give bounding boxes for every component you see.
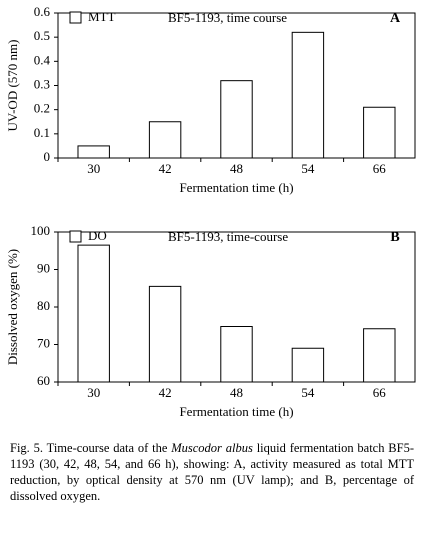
bar <box>291 347 325 383</box>
annotation: BF5-1193, time course <box>168 10 287 25</box>
legend-swatch <box>69 230 82 243</box>
legend-swatch <box>69 11 82 24</box>
figure: 0 0.1 0.2 0.3 0.4 0.5 0.6 UV-OD (570 nm) Ferment… <box>5 4 416 419</box>
x-tick-label: 66 <box>373 161 387 176</box>
y-tick-label: 0 <box>44 149 51 164</box>
x-axis-label: Fermentation time (h) <box>179 404 293 419</box>
x-axis-label: Fermentation time (h) <box>179 180 293 195</box>
y-tick-label: 60 <box>37 373 50 388</box>
caption: Fig. 5. Time-course data of the Muscodor… <box>10 440 414 504</box>
x-tick-label: 30 <box>87 385 100 400</box>
caption-species: Muscodor albus <box>171 441 253 455</box>
bar <box>220 326 253 383</box>
x-tick-label: 54 <box>301 161 315 176</box>
y-axis-label: UV-OD (570 nm) <box>5 40 20 132</box>
bar <box>363 328 396 383</box>
legend-label: MTT <box>88 9 116 24</box>
x-tick-label: 54 <box>301 385 315 400</box>
y-tick-label: 0.1 <box>34 125 50 140</box>
annotation: BF5-1193, time-course <box>168 229 288 244</box>
y-tick-label: 90 <box>37 260 50 275</box>
caption-label: Fig. 5. <box>10 441 44 455</box>
legend-label: DO <box>88 228 107 243</box>
panel-label: A <box>390 11 401 26</box>
y-axis-label: Dissolved oxygen (%) <box>5 249 20 365</box>
bar <box>77 145 110 159</box>
y-tick-label: 0.6 <box>34 4 51 19</box>
y-tick-label: 0.4 <box>34 52 51 67</box>
y-tick-label: 100 <box>31 223 51 238</box>
y-tick-label: 0.3 <box>34 76 50 91</box>
x-tick-label: 42 <box>159 385 172 400</box>
bar <box>291 31 325 159</box>
caption-text: Time-course data of the <box>46 441 168 455</box>
bar <box>363 106 396 159</box>
y-tick-label: 0.5 <box>34 28 50 43</box>
y-tick-label: 70 <box>37 335 50 350</box>
y-tick-label: 0.2 <box>34 101 50 116</box>
bar <box>220 80 253 159</box>
x-tick-label: 42 <box>159 161 172 176</box>
bar <box>148 121 182 159</box>
y-tick-label: 80 <box>37 298 50 313</box>
caption-text: liquid fermentation batch BF5-1193 (30, … <box>10 441 415 503</box>
panel-label: B <box>390 230 399 245</box>
x-tick-label: 30 <box>87 161 100 176</box>
x-tick-label: 48 <box>230 385 243 400</box>
x-tick-label: 66 <box>373 385 387 400</box>
x-tick-label: 48 <box>230 161 243 176</box>
bar <box>148 285 182 383</box>
bar <box>77 244 110 383</box>
